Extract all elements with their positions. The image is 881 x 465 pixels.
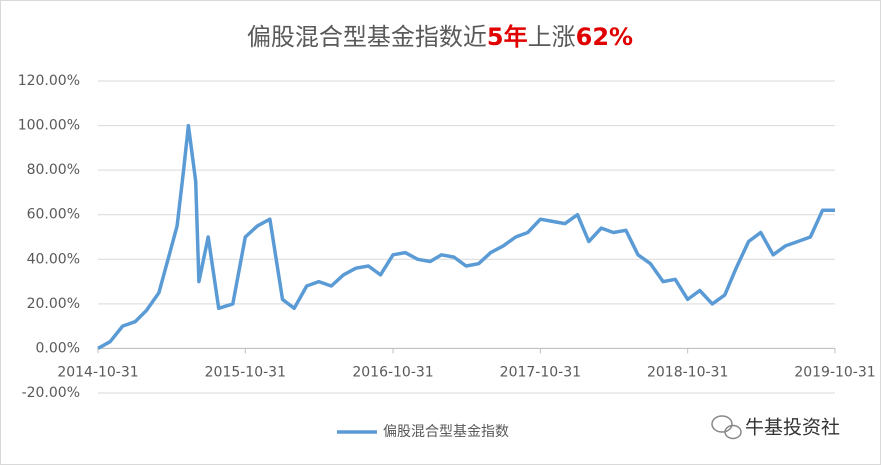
- title-part: 上涨: [528, 23, 576, 51]
- y-tick-label: 100.00%: [18, 118, 80, 134]
- y-tick-label: 120.00%: [18, 73, 80, 89]
- legend-label: 偏股混合型基金指数: [383, 423, 509, 440]
- y-tick-label: 0.00%: [36, 340, 80, 356]
- chart-title: 偏股混合型基金指数近5年上涨62%: [247, 23, 633, 51]
- wechat-icon: [711, 415, 742, 440]
- x-tick-label: 2015-10-31: [205, 364, 286, 380]
- title-part: 5年: [487, 23, 528, 51]
- y-tick-label: 20.00%: [27, 296, 80, 312]
- y-tick-label: -20.00%: [22, 385, 80, 401]
- x-tick-label: 2019-10-31: [794, 364, 875, 380]
- x-tick-label: 2014-10-31: [57, 364, 138, 380]
- x-tick-label: 2017-10-31: [500, 364, 581, 380]
- watermark: 牛基投资社: [745, 417, 840, 439]
- title-part: 62%: [576, 23, 633, 51]
- y-tick-label: 80.00%: [27, 162, 80, 178]
- title-part: 偏股混合型基金指数近: [247, 23, 487, 51]
- x-tick-label: 2016-10-31: [352, 364, 433, 380]
- data-line: [97, 123, 835, 350]
- x-tick-label: 2018-10-31: [647, 364, 728, 380]
- y-tick-label: 40.00%: [27, 251, 80, 267]
- y-tick-label: 60.00%: [27, 207, 80, 223]
